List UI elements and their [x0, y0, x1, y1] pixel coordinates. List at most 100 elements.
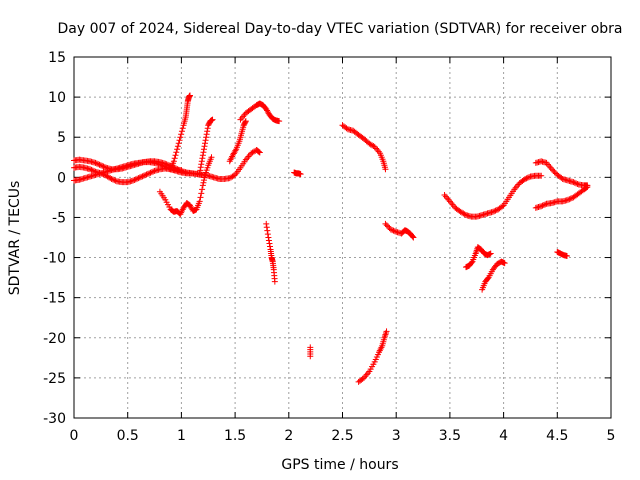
y-tick-label: -10	[43, 251, 66, 267]
data-point	[265, 237, 272, 244]
data-point	[200, 177, 207, 184]
data-point	[198, 158, 205, 165]
data-point	[204, 125, 211, 132]
data-point	[130, 177, 137, 184]
x-tick-label: 0	[70, 428, 79, 444]
y-tick-label: -25	[43, 371, 66, 387]
data-point	[203, 131, 210, 138]
x-axis: 0 0.5 1 1.5 2 2.5 3 3.5 4 4.5 5	[70, 57, 616, 444]
data-point	[548, 166, 555, 173]
data-point	[97, 170, 104, 177]
data-point	[522, 175, 529, 182]
data-point	[134, 175, 141, 182]
y-tick-label: -15	[43, 291, 66, 307]
data-point	[91, 168, 98, 175]
data-point	[539, 202, 546, 209]
data-point	[197, 164, 204, 171]
data-point	[197, 194, 204, 201]
data-point	[263, 224, 270, 231]
data-point	[307, 353, 314, 360]
data-point	[540, 202, 547, 209]
grid-lines	[74, 57, 611, 418]
y-tick-label: 5	[57, 130, 66, 146]
data-point	[147, 169, 154, 176]
data-point	[177, 134, 184, 141]
data-point	[387, 226, 394, 233]
series-arc-m	[382, 220, 417, 241]
series-arc-h	[237, 100, 283, 125]
data-point	[111, 177, 118, 184]
data-point	[200, 146, 207, 153]
data-point	[230, 172, 237, 179]
data-point	[143, 171, 150, 178]
data-point	[87, 166, 94, 173]
data-point	[140, 172, 147, 179]
data-point	[382, 220, 389, 227]
data-point	[171, 155, 178, 162]
series-arc-t	[554, 248, 570, 259]
chart-title: Day 007 of 2024, Sidereal Day-to-day VTE…	[57, 21, 622, 37]
data-point	[570, 179, 577, 186]
data-point	[179, 125, 186, 132]
data-point	[197, 167, 204, 174]
data-point	[263, 220, 270, 227]
data-point	[383, 328, 390, 335]
data-point	[138, 173, 145, 180]
y-tick-label: 0	[57, 170, 66, 186]
data-point	[524, 174, 531, 181]
data-point	[276, 118, 283, 125]
data-point	[112, 177, 119, 184]
data-point	[563, 252, 570, 259]
data-point	[204, 128, 211, 135]
x-tick-label: 1.5	[224, 428, 246, 444]
x-tick-label: 5	[607, 428, 616, 444]
data-point	[203, 134, 210, 141]
data-point	[199, 182, 206, 189]
data-point	[255, 148, 262, 155]
data-point	[558, 174, 565, 181]
data-point	[199, 155, 206, 162]
data-point	[170, 158, 177, 165]
data-point	[199, 152, 206, 159]
data-point	[573, 180, 580, 187]
data-point	[199, 186, 206, 193]
data-point	[574, 180, 581, 187]
data-point	[297, 171, 304, 178]
data-point	[95, 161, 102, 168]
series-arc-d	[156, 154, 215, 218]
data-point	[389, 227, 396, 234]
data-point	[176, 137, 183, 144]
data-point	[499, 203, 506, 210]
data-point	[551, 169, 558, 176]
data-point	[100, 171, 107, 178]
y-tick-label: -20	[43, 331, 66, 347]
data-point	[391, 228, 398, 235]
series-arc-o	[441, 172, 545, 220]
data-point	[266, 240, 273, 247]
data-point	[523, 175, 530, 182]
data-point	[175, 140, 182, 147]
data-point	[208, 154, 215, 161]
data-point	[242, 119, 249, 126]
data-point	[571, 179, 578, 186]
series-arc-f	[196, 116, 216, 177]
data-point	[583, 184, 590, 191]
x-tick-label: 4.5	[546, 428, 568, 444]
data-point	[242, 118, 249, 125]
data-point	[174, 143, 181, 150]
data-point	[92, 159, 99, 166]
series-arc-p	[532, 158, 591, 189]
data-point	[139, 173, 146, 180]
data-point	[146, 170, 153, 177]
data-point	[198, 190, 205, 197]
data-point	[461, 211, 468, 218]
data-point	[526, 174, 533, 181]
series-arc-q	[532, 183, 591, 211]
data-point	[542, 201, 549, 208]
data-point	[209, 116, 216, 123]
data-point	[196, 198, 203, 205]
data-point	[101, 172, 108, 179]
series-arc-i	[263, 220, 278, 285]
data-point	[202, 137, 209, 144]
